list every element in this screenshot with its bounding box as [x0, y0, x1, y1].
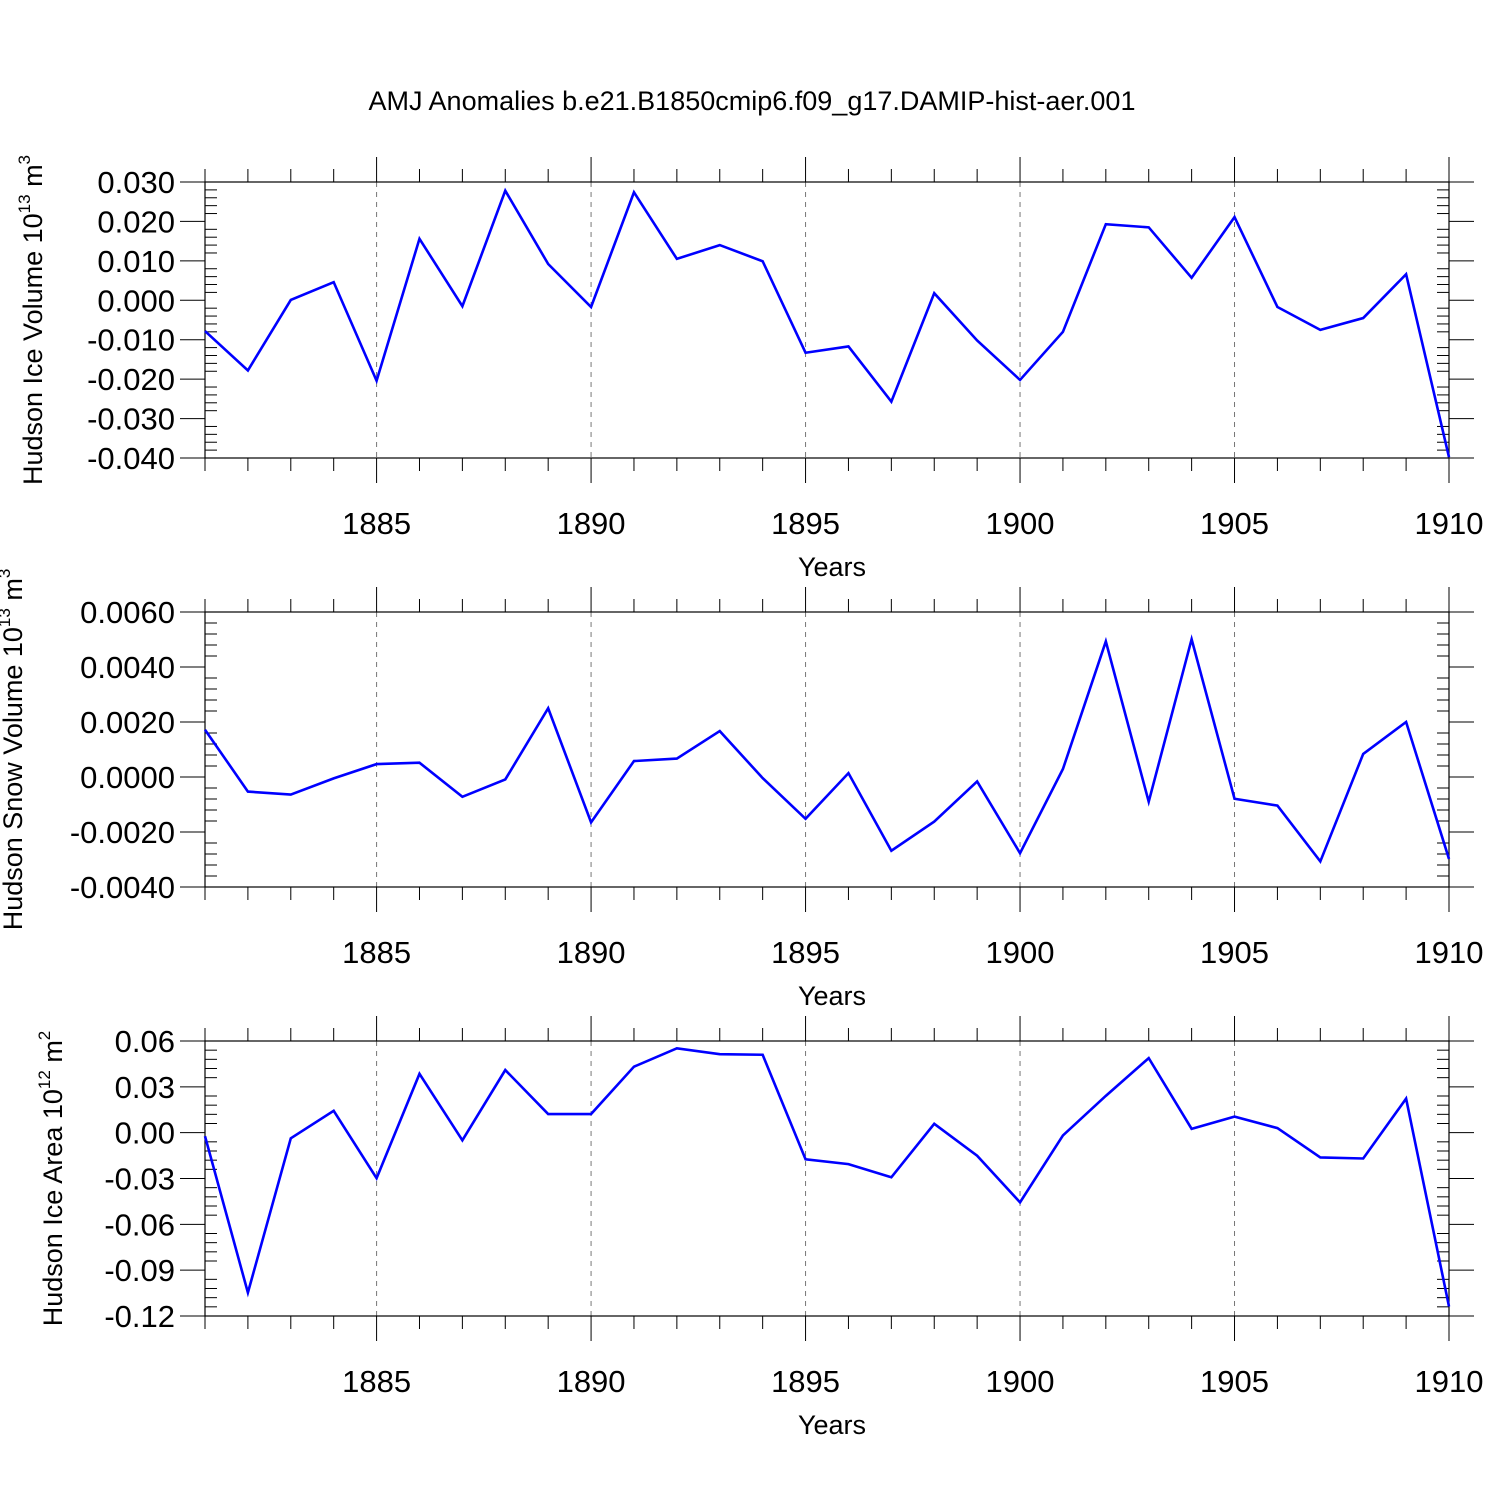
x-tick-label: 1890 [557, 935, 626, 970]
plot-frame [204, 1040, 1450, 1317]
x-tick-label: 1905 [1200, 935, 1269, 970]
y-tick-label: 0.06 [115, 1024, 175, 1059]
y-tick-label: -0.0020 [70, 815, 175, 850]
plot-frame [204, 181, 1450, 459]
x-tick-label: 1905 [1200, 506, 1269, 541]
series-line [204, 187, 1451, 458]
series-line [203, 634, 1451, 865]
y-tick-label: -0.040 [87, 441, 175, 476]
y-tick-label: 0.010 [97, 244, 175, 279]
y-axis-label: Hudson Snow Volume 1013 m3 [0, 569, 28, 931]
y-tick-label: -0.12 [104, 1299, 175, 1334]
x-tick-label: 1895 [771, 506, 840, 541]
y-tick-label: -0.0040 [70, 870, 175, 905]
x-tick-label: 1885 [342, 506, 411, 541]
x-tick-label: 1900 [986, 1364, 1055, 1399]
x-tick-label: 1895 [771, 935, 840, 970]
y-tick-label: -0.010 [87, 323, 175, 358]
y-tick-label: -0.03 [104, 1162, 175, 1197]
y-tick-label: 0.000 [97, 283, 175, 318]
panel-2: 0.0060 0.0040 0.0020 0.0000 -0.0020 -0.0040 18… [0, 569, 1483, 1011]
x-tick-label: 1895 [771, 1364, 840, 1399]
y-tick-label: -0.020 [87, 362, 175, 397]
y-tick-label: 0.030 [97, 165, 175, 200]
x-tick-label: 1900 [986, 935, 1055, 970]
y-tick-label: 0.00 [115, 1116, 175, 1151]
x-tick-label: 1885 [342, 1364, 411, 1399]
x-tick-label: 1910 [1415, 1364, 1484, 1399]
y-tick-label: 0.0020 [80, 705, 175, 740]
y-tick-label: -0.030 [87, 402, 175, 437]
x-tick-label: 1890 [557, 1364, 626, 1399]
y-axis-label: Hudson Ice Volume 1013 m3 [15, 155, 48, 485]
x-axis-label: Years [798, 1410, 866, 1440]
y-tick-label: -0.06 [104, 1207, 175, 1242]
x-axis-label: Years [798, 552, 866, 582]
y-tick-label: 0.0000 [80, 760, 175, 795]
x-tick-label: 1905 [1200, 1364, 1269, 1399]
series-line [203, 1046, 1451, 1307]
x-tick-label: 1890 [557, 506, 626, 541]
x-tick-label: 1910 [1415, 506, 1484, 541]
y-tick-label: 0.0060 [80, 595, 175, 630]
y-axis-label: Hudson Ice Area 1012 m2 [35, 1031, 68, 1327]
panel-1: 0.030 0.020 0.010 0.000 -0.010 -0.020 -0.030 -0… [15, 155, 1483, 582]
y-tick-label: 0.03 [115, 1070, 175, 1105]
plot-frame [204, 611, 1450, 888]
y-tick-label: 0.0040 [80, 650, 175, 685]
x-tick-label: 1900 [986, 506, 1055, 541]
panel-3: 0.06 0.03 0.00 -0.03 -0.06 -0.09 -0.12 1885 1890… [35, 1016, 1483, 1440]
x-axis-label: Years [798, 981, 866, 1011]
x-tick-label: 1910 [1415, 935, 1484, 970]
x-tick-label: 1885 [342, 935, 411, 970]
y-tick-label: -0.09 [104, 1253, 175, 1288]
y-tick-label: 0.020 [97, 204, 175, 239]
chart-title: AMJ Anomalies b.e21.B1850cmip6.f09_g17.D… [369, 86, 1136, 116]
